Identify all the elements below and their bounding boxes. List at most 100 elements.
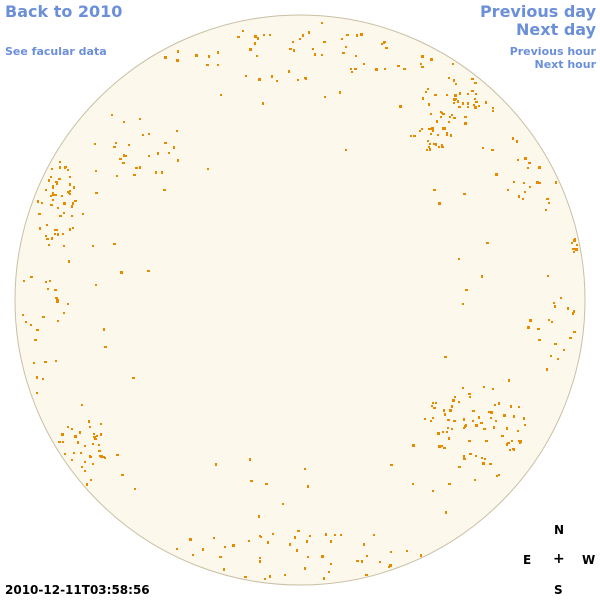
feature-marker (304, 468, 306, 470)
feature-marker (73, 452, 75, 454)
feature-marker (437, 432, 440, 435)
feature-marker (419, 130, 421, 132)
feature-marker (475, 93, 477, 95)
feature-marker (324, 96, 326, 98)
feature-marker (176, 130, 178, 132)
feature-marker (475, 455, 477, 457)
feature-marker (133, 174, 136, 176)
feature-marker (294, 536, 296, 539)
next-hour-link[interactable]: Next hour (534, 58, 597, 71)
previous-hour-link[interactable]: Previous hour (509, 45, 596, 58)
feature-marker (389, 564, 392, 567)
feature-marker (80, 452, 82, 454)
feature-marker (52, 199, 54, 201)
feature-marker (455, 83, 457, 85)
feature-marker (94, 143, 96, 145)
feature-marker (438, 146, 440, 148)
feature-marker (314, 53, 316, 56)
feature-marker (292, 41, 294, 43)
feature-marker (448, 77, 450, 79)
feature-marker (481, 457, 483, 459)
feature-marker (480, 422, 483, 424)
feature-marker (355, 55, 357, 57)
feature-marker (441, 112, 443, 114)
feature-marker (330, 540, 332, 543)
feature-marker (446, 132, 448, 134)
feature-marker (506, 443, 508, 446)
feature-marker (72, 227, 74, 229)
feature-marker (567, 307, 569, 310)
feature-marker (557, 358, 559, 360)
feature-marker (139, 166, 141, 169)
feature-marker (447, 419, 450, 421)
feature-marker (48, 179, 50, 182)
feature-marker (132, 377, 135, 379)
feature-marker (50, 176, 52, 178)
feature-marker (390, 464, 393, 466)
feature-marker (113, 146, 116, 148)
feature-marker (420, 554, 422, 557)
feature-marker (57, 233, 59, 236)
feature-marker (224, 546, 226, 548)
feature-marker (67, 303, 69, 305)
feature-marker (52, 192, 54, 194)
feature-marker (425, 91, 427, 93)
feature-marker (524, 157, 527, 160)
feature-marker (254, 35, 257, 38)
feature-marker (100, 433, 102, 436)
feature-marker (550, 355, 552, 357)
feature-marker (453, 79, 455, 82)
next-day-link[interactable]: Next day (516, 20, 596, 39)
feature-marker (86, 483, 88, 486)
feature-marker (73, 186, 75, 189)
feature-marker (207, 168, 209, 170)
facular-data-link[interactable]: See facular data (5, 45, 107, 58)
feature-marker (173, 146, 175, 149)
feature-marker (121, 474, 124, 476)
feature-marker (575, 248, 578, 251)
feature-marker (449, 409, 452, 412)
feature-marker (82, 213, 84, 215)
feature-marker (50, 204, 53, 206)
compass-center: + (553, 551, 565, 567)
feature-marker (519, 442, 521, 444)
feature-marker (25, 321, 27, 323)
feature-marker (451, 114, 453, 116)
feature-marker (495, 173, 498, 176)
feature-marker (454, 99, 456, 101)
feature-marker (485, 101, 487, 104)
feature-marker (538, 182, 541, 184)
feature-marker (363, 63, 365, 65)
feature-marker (469, 453, 472, 455)
feature-marker (503, 414, 506, 417)
feature-marker (493, 426, 495, 429)
feature-marker (442, 431, 444, 433)
feature-marker (475, 424, 478, 427)
feature-marker (55, 181, 58, 183)
previous-day-link[interactable]: Previous day (479, 2, 596, 21)
feature-marker (510, 405, 512, 408)
feature-marker (442, 127, 444, 130)
feature-marker (71, 205, 73, 208)
feature-marker (115, 142, 117, 144)
feature-marker (213, 537, 215, 539)
feature-marker (342, 52, 345, 54)
feature-marker (304, 567, 306, 570)
feature-marker (189, 538, 192, 541)
feature-marker (147, 270, 150, 272)
feature-marker (465, 424, 467, 427)
feature-marker (84, 461, 86, 463)
feature-marker (366, 555, 368, 557)
feature-marker (306, 540, 308, 543)
feature-marker (206, 64, 209, 66)
feature-marker (420, 63, 422, 65)
back-to-year-link[interactable]: Back to 2010 (5, 2, 123, 21)
feature-marker (538, 339, 541, 341)
feature-marker (61, 195, 63, 197)
feature-marker (93, 433, 95, 435)
feature-marker (88, 420, 90, 423)
feature-marker (34, 339, 37, 341)
feature-marker (308, 31, 310, 34)
feature-marker (263, 34, 265, 36)
feature-marker (444, 413, 446, 416)
